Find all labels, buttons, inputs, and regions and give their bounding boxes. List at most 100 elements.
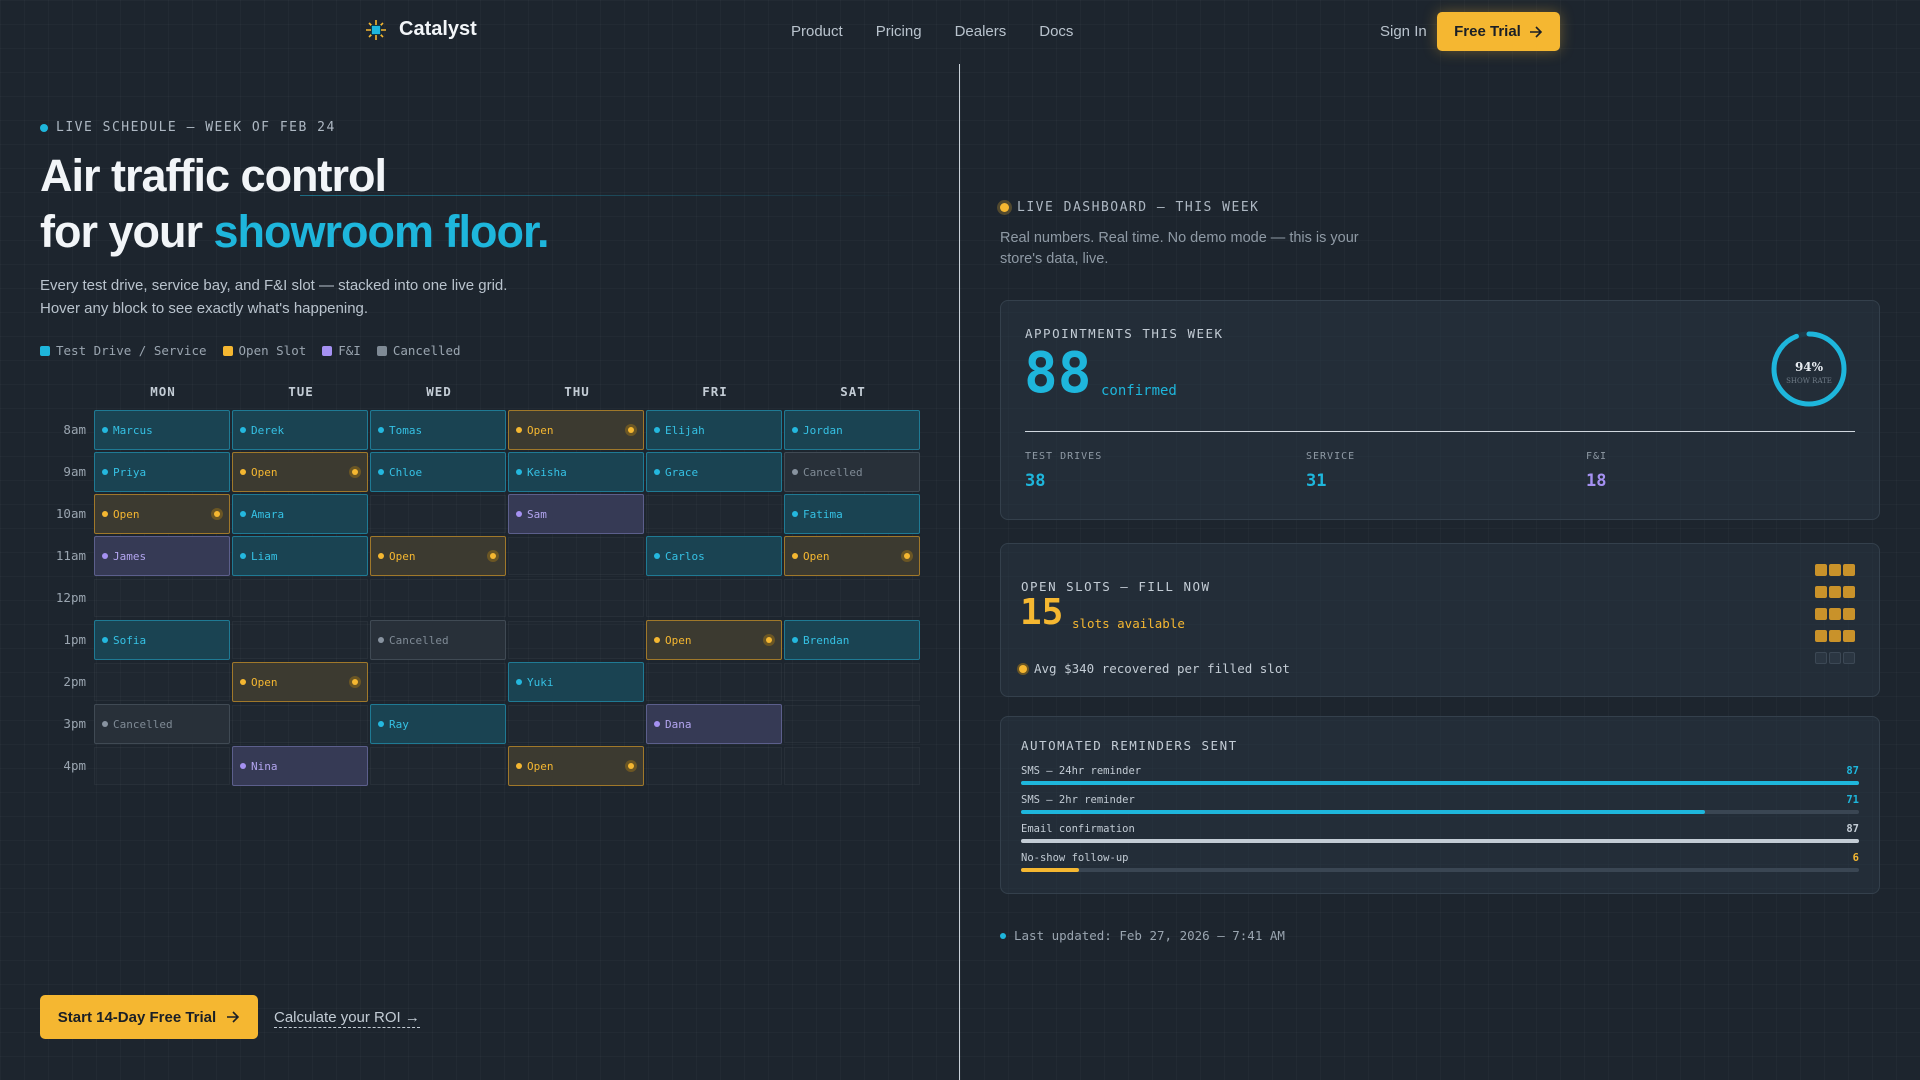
appointment-block[interactable]: Derek	[232, 410, 368, 450]
legend-swatch	[322, 345, 333, 356]
hero-title-accent: showroom floor.	[213, 206, 550, 257]
calculate-roi-link[interactable]: Calculate your ROI →	[274, 1009, 420, 1028]
block-label: Brendan	[803, 633, 850, 647]
free-trial-label: Free Trial	[1454, 23, 1521, 40]
appointment-block[interactable]: Keisha	[508, 452, 644, 492]
stat-test-drives-label: TEST DRIVES	[1025, 451, 1103, 462]
open-slots-unit: slots available	[1072, 616, 1185, 631]
live-dot-icon	[1000, 203, 1009, 212]
appointments-value: 88	[1024, 341, 1092, 406]
status-dot-icon	[240, 553, 246, 559]
appointment-block[interactable]: Yuki	[508, 662, 644, 702]
block-label: Fatima	[803, 507, 843, 521]
appointment-block[interactable]: Liam	[232, 536, 368, 576]
appointment-block[interactable]: Chloe	[370, 452, 506, 492]
nav-link-product[interactable]: Product	[791, 23, 843, 40]
schedule-cell	[508, 579, 644, 617]
title-underline	[300, 195, 920, 196]
status-dot-icon	[102, 721, 108, 727]
appointment-block[interactable]: Amara	[232, 494, 368, 534]
open-slot-block[interactable]: Open	[232, 662, 368, 702]
cancelled-block[interactable]: Cancelled	[784, 452, 920, 492]
free-trial-button[interactable]: Free Trial	[1437, 12, 1560, 51]
status-dot-icon	[378, 637, 384, 643]
slot-empty	[1843, 652, 1855, 664]
nav-link-pricing[interactable]: Pricing	[875, 23, 922, 40]
reminder-label: SMS — 24hr reminder	[1021, 765, 1142, 777]
day-header: MON	[150, 384, 176, 399]
status-dot-icon	[240, 763, 246, 769]
block-label: Open	[527, 423, 554, 437]
block-label: Sam	[527, 507, 547, 521]
fi-block[interactable]: James	[94, 536, 230, 576]
show-rate-gauge: 94% SHOW RATE	[1771, 331, 1847, 407]
reminder-bar	[1021, 781, 1859, 785]
appointments-label: APPOINTMENTS THIS WEEK	[1025, 326, 1224, 341]
pulse-icon	[763, 634, 775, 646]
appointment-block[interactable]: Fatima	[784, 494, 920, 534]
appointment-block[interactable]: Sofia	[94, 620, 230, 660]
slot-filled	[1829, 586, 1841, 598]
open-slot-block[interactable]: Open	[784, 536, 920, 576]
stat-service-value: 31	[1306, 471, 1327, 491]
schedule-cell	[646, 495, 782, 533]
fi-block[interactable]: Sam	[508, 494, 644, 534]
open-slots-card: OPEN SLOTS — FILL NOW 15 slots available…	[1000, 543, 1880, 697]
hero-title-line2: for your showroom floor.	[40, 204, 550, 260]
block-label: Marcus	[113, 423, 153, 437]
block-label: Open	[665, 633, 692, 647]
block-label: Priya	[113, 465, 147, 479]
nav-link-docs[interactable]: Docs	[1039, 23, 1074, 40]
cancelled-block[interactable]: Cancelled	[94, 704, 230, 744]
schedule-cell	[370, 747, 506, 785]
reminder-track	[1021, 839, 1859, 843]
appointment-block[interactable]: Brendan	[784, 620, 920, 660]
appointment-block[interactable]: Carlos	[646, 536, 782, 576]
block-label: Open	[389, 549, 416, 563]
schedule-cell	[784, 579, 920, 617]
status-dot-icon	[378, 427, 384, 433]
live-dot-icon	[1000, 932, 1006, 939]
brand-icon	[366, 19, 386, 40]
dashboard-subtitle: Real numbers. Real time. No demo mode — …	[1000, 228, 1370, 270]
open-slot-block[interactable]: Open	[94, 494, 230, 534]
status-dot-icon	[240, 511, 246, 517]
appointment-block[interactable]: Marcus	[94, 410, 230, 450]
appointment-block[interactable]: Jordan	[784, 410, 920, 450]
live-dot-icon	[40, 123, 48, 132]
open-slot-block[interactable]: Open	[646, 620, 782, 660]
appointment-block[interactable]: Priya	[94, 452, 230, 492]
open-slot-block[interactable]: Open	[370, 536, 506, 576]
cancelled-block[interactable]: Cancelled	[370, 620, 506, 660]
block-label: Ray	[389, 717, 409, 731]
block-label: Open	[803, 549, 830, 563]
open-slot-block[interactable]: Open	[232, 452, 368, 492]
pulse-icon	[901, 550, 913, 562]
sign-in-link[interactable]: Sign In	[1380, 23, 1427, 40]
appointment-block[interactable]: Tomas	[370, 410, 506, 450]
schedule-cell	[94, 579, 230, 617]
open-slot-block[interactable]: Open	[508, 746, 644, 786]
slot-filled	[1815, 564, 1827, 576]
fi-block[interactable]: Dana	[646, 704, 782, 744]
reminder-track	[1021, 810, 1859, 814]
schedule-cell	[508, 537, 644, 575]
schedule-cell	[784, 747, 920, 785]
legend-item-fi: F&I	[322, 343, 361, 358]
brand-logo[interactable]: Catalyst	[365, 18, 477, 41]
appointment-block[interactable]: Elijah	[646, 410, 782, 450]
open-slot-block[interactable]: Open	[508, 410, 644, 450]
show-rate-label: SHOW RATE	[1786, 377, 1832, 385]
schedule-cell	[232, 621, 368, 659]
slot-empty	[1829, 652, 1841, 664]
block-label: James	[113, 549, 147, 563]
hero-title: Air traffic control for your showroom fl…	[40, 148, 550, 260]
appointment-block[interactable]: Grace	[646, 452, 782, 492]
start-trial-button[interactable]: Start 14-Day Free Trial	[40, 995, 258, 1039]
nav-link-dealers[interactable]: Dealers	[954, 23, 1007, 40]
schedule-cell	[232, 579, 368, 617]
fi-block[interactable]: Nina	[232, 746, 368, 786]
block-label: Dana	[665, 717, 692, 731]
pulse-icon	[349, 466, 361, 478]
appointment-block[interactable]: Ray	[370, 704, 506, 744]
